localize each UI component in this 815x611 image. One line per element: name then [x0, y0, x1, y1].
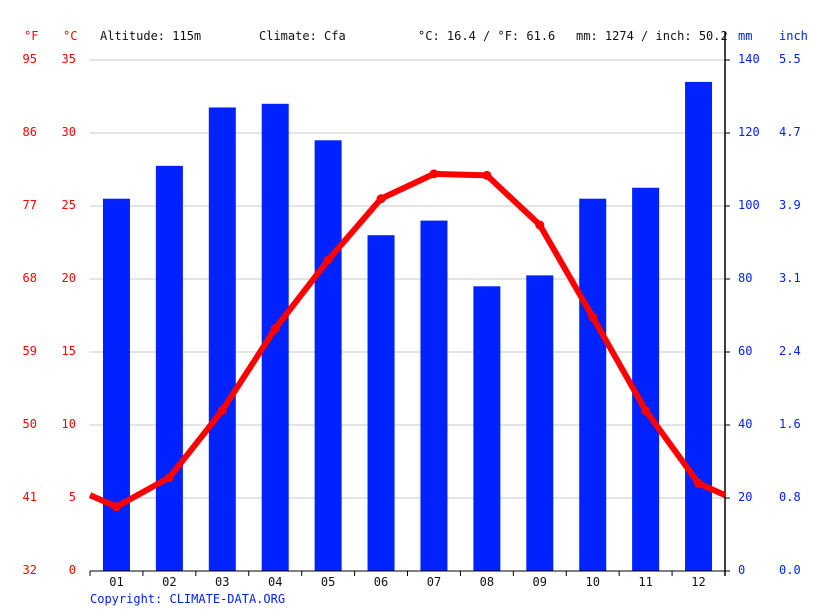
inch-tick-label: 2.4: [779, 344, 801, 358]
altitude-label: Altitude: 115m: [100, 29, 202, 43]
celsius-tick-label: 15: [61, 344, 76, 358]
month-label: 04: [267, 575, 283, 589]
celsius-unit-label: °C: [63, 29, 78, 43]
mm-unit-label: mm: [738, 29, 753, 43]
inch-unit-label: inch: [779, 29, 808, 43]
temperature-point: [641, 405, 651, 415]
temperature-point: [376, 194, 386, 204]
fahrenheit-tick-label: 50: [22, 417, 37, 431]
celsius-tick-label: 0: [68, 563, 76, 577]
mm-tick-label: 100: [738, 198, 760, 212]
precipitation-bar: [632, 187, 660, 571]
fahrenheit-tick-label: 95: [22, 52, 37, 66]
temperature-point: [111, 502, 121, 512]
fahrenheit-tick-label: 86: [22, 125, 37, 139]
month-label: 05: [320, 575, 336, 589]
inch-tick-label: 1.6: [779, 417, 801, 431]
climate-label: Climate: Cfa: [259, 29, 346, 43]
month-label: 03: [215, 575, 230, 589]
temperature-point: [535, 220, 545, 230]
fahrenheit-unit-label: °F: [24, 29, 39, 43]
month-label: 06: [373, 575, 389, 589]
month-label: 08: [479, 575, 495, 589]
precipitation-bar: [367, 235, 395, 571]
temperature-point: [270, 324, 280, 334]
month-label: 12: [691, 575, 706, 589]
temperature-point: [482, 170, 492, 180]
fahrenheit-tick-label: 77: [22, 198, 37, 212]
precipitation-bar: [473, 286, 501, 571]
inch-tick-label: 0.0: [779, 563, 801, 577]
fahrenheit-tick-label: 41: [22, 490, 37, 504]
temperature-point: [217, 405, 227, 415]
mm-tick-label: 140: [738, 52, 760, 66]
precipitation-bar: [579, 198, 607, 571]
month-label: 02: [162, 575, 177, 589]
celsius-tick-label: 35: [61, 52, 76, 66]
celsius-tick-label: 25: [61, 198, 76, 212]
inch-tick-label: 5.5: [779, 52, 801, 66]
temperature-point: [429, 169, 439, 179]
month-label: 01: [109, 575, 124, 589]
precipitation-bar: [208, 107, 236, 571]
precipitation-bar: [314, 140, 342, 572]
fahrenheit-tick-label: 32: [22, 563, 37, 577]
mm-tick-label: 0: [738, 563, 746, 577]
mm-tick-label: 80: [738, 271, 753, 285]
precipitation-bar: [261, 103, 289, 572]
temperature-point: [164, 473, 174, 483]
precipitation-bar: [685, 81, 713, 572]
fahrenheit-tick-label: 59: [22, 344, 37, 358]
celsius-tick-label: 10: [61, 417, 76, 431]
precipitation-bar: [155, 165, 183, 571]
month-label: 07: [426, 575, 442, 589]
mm-tick-label: 60: [738, 344, 753, 358]
celsius-tick-label: 30: [61, 125, 76, 139]
mm-tick-label: 40: [738, 417, 753, 431]
temperature-point: [323, 255, 333, 265]
precipitation-bar: [526, 275, 554, 571]
precipitation-bar: [102, 198, 130, 571]
temperature-point: [588, 312, 598, 322]
precipitation-summary: mm: 1274 / inch: 50.2: [576, 29, 728, 43]
temperature-line: [88, 170, 727, 510]
celsius-tick-label: 5: [68, 490, 76, 504]
temperature-point: [694, 478, 704, 488]
month-label: 09: [532, 575, 547, 589]
inch-tick-label: 3.9: [779, 198, 801, 212]
inch-tick-label: 4.7: [779, 125, 801, 139]
inch-tick-label: 3.1: [779, 271, 801, 285]
precipitation-bar: [420, 220, 448, 571]
copyright-link[interactable]: Copyright: CLIMATE-DATA.ORG: [90, 592, 286, 606]
mm-tick-label: 120: [738, 125, 760, 139]
celsius-tick-label: 20: [61, 271, 76, 285]
mm-tick-label: 20: [738, 490, 753, 504]
temperature-summary: °C: 16.4 / °F: 61.6: [418, 29, 556, 43]
inch-tick-label: 0.8: [779, 490, 801, 504]
fahrenheit-tick-label: 68: [22, 271, 37, 285]
month-label: 11: [638, 575, 653, 589]
month-label: 10: [585, 575, 600, 589]
